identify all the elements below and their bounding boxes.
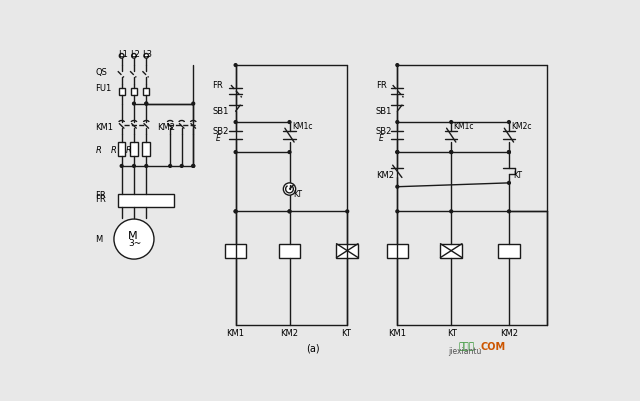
Circle shape <box>508 210 510 213</box>
Circle shape <box>508 151 510 154</box>
Bar <box>387 244 408 257</box>
Text: L2: L2 <box>130 50 140 59</box>
Text: SB1: SB1 <box>376 107 392 116</box>
Text: KT: KT <box>293 190 302 199</box>
Text: L3: L3 <box>143 50 152 59</box>
Circle shape <box>396 185 399 188</box>
Circle shape <box>180 164 183 167</box>
Bar <box>337 244 358 257</box>
Circle shape <box>145 102 148 105</box>
Text: KM2: KM2 <box>157 123 175 132</box>
Text: 图线图: 图线图 <box>459 342 475 351</box>
Text: SB2: SB2 <box>376 127 392 136</box>
Text: E: E <box>216 134 220 144</box>
Text: SB1: SB1 <box>212 107 229 116</box>
Text: M: M <box>128 231 138 241</box>
Text: FU1: FU1 <box>95 84 112 93</box>
Circle shape <box>234 151 237 154</box>
Text: FR: FR <box>212 81 223 89</box>
Circle shape <box>396 151 399 154</box>
Bar <box>118 194 174 207</box>
Circle shape <box>132 164 135 167</box>
Circle shape <box>145 102 148 105</box>
Circle shape <box>234 121 237 124</box>
Circle shape <box>450 210 452 213</box>
Text: KM2: KM2 <box>376 171 394 180</box>
Text: KM1: KM1 <box>227 328 244 338</box>
Bar <box>440 244 462 257</box>
Text: KT: KT <box>447 328 457 338</box>
Text: 3~: 3~ <box>128 239 141 248</box>
Circle shape <box>145 164 148 167</box>
Circle shape <box>234 210 237 213</box>
Circle shape <box>114 219 154 259</box>
Text: (a): (a) <box>306 343 319 353</box>
Text: .: . <box>477 342 480 351</box>
Bar <box>118 142 125 156</box>
Bar <box>279 244 300 257</box>
Text: FR: FR <box>95 195 106 205</box>
Text: KM1c: KM1c <box>454 122 474 131</box>
Circle shape <box>450 121 452 124</box>
Circle shape <box>288 151 291 154</box>
Circle shape <box>132 102 135 105</box>
Circle shape <box>450 151 452 154</box>
Text: R: R <box>111 146 116 155</box>
Circle shape <box>288 210 291 213</box>
Circle shape <box>192 102 195 105</box>
Text: KM1: KM1 <box>388 328 406 338</box>
Circle shape <box>288 121 291 124</box>
Circle shape <box>396 151 399 154</box>
Text: R: R <box>95 146 101 155</box>
Text: QS: QS <box>95 68 108 77</box>
Text: COM: COM <box>481 342 506 352</box>
Circle shape <box>234 210 237 213</box>
Text: KM1c: KM1c <box>292 122 312 131</box>
Text: KM2: KM2 <box>280 328 298 338</box>
Circle shape <box>169 164 172 167</box>
Circle shape <box>396 121 399 124</box>
Circle shape <box>508 182 510 184</box>
Bar <box>130 142 138 156</box>
Circle shape <box>396 64 399 67</box>
Text: KT: KT <box>513 171 522 180</box>
Bar <box>143 142 150 156</box>
Text: SB2: SB2 <box>212 127 229 136</box>
Circle shape <box>396 210 399 213</box>
Text: L1: L1 <box>118 50 127 59</box>
Text: KM2: KM2 <box>500 328 518 338</box>
Circle shape <box>234 64 237 67</box>
Circle shape <box>120 164 123 167</box>
Circle shape <box>284 183 296 195</box>
Bar <box>143 88 149 95</box>
Bar <box>118 88 125 95</box>
Text: E: E <box>379 134 384 144</box>
Bar <box>498 244 520 257</box>
Circle shape <box>192 164 195 167</box>
Bar <box>225 244 246 257</box>
Circle shape <box>288 210 291 213</box>
Circle shape <box>346 210 349 213</box>
Text: KM2c: KM2c <box>511 122 532 131</box>
Text: FR: FR <box>95 191 106 200</box>
Text: M: M <box>95 235 102 243</box>
Circle shape <box>508 121 510 124</box>
Circle shape <box>119 53 124 58</box>
Text: KT: KT <box>341 328 351 338</box>
Text: FR: FR <box>376 81 387 89</box>
Bar <box>131 88 137 95</box>
Text: jiexiantu: jiexiantu <box>448 347 481 356</box>
Circle shape <box>508 151 510 154</box>
Circle shape <box>144 53 148 58</box>
Circle shape <box>192 164 195 167</box>
Text: R: R <box>126 146 132 155</box>
Circle shape <box>450 151 452 154</box>
Text: KM1: KM1 <box>95 123 113 132</box>
Circle shape <box>132 53 136 58</box>
